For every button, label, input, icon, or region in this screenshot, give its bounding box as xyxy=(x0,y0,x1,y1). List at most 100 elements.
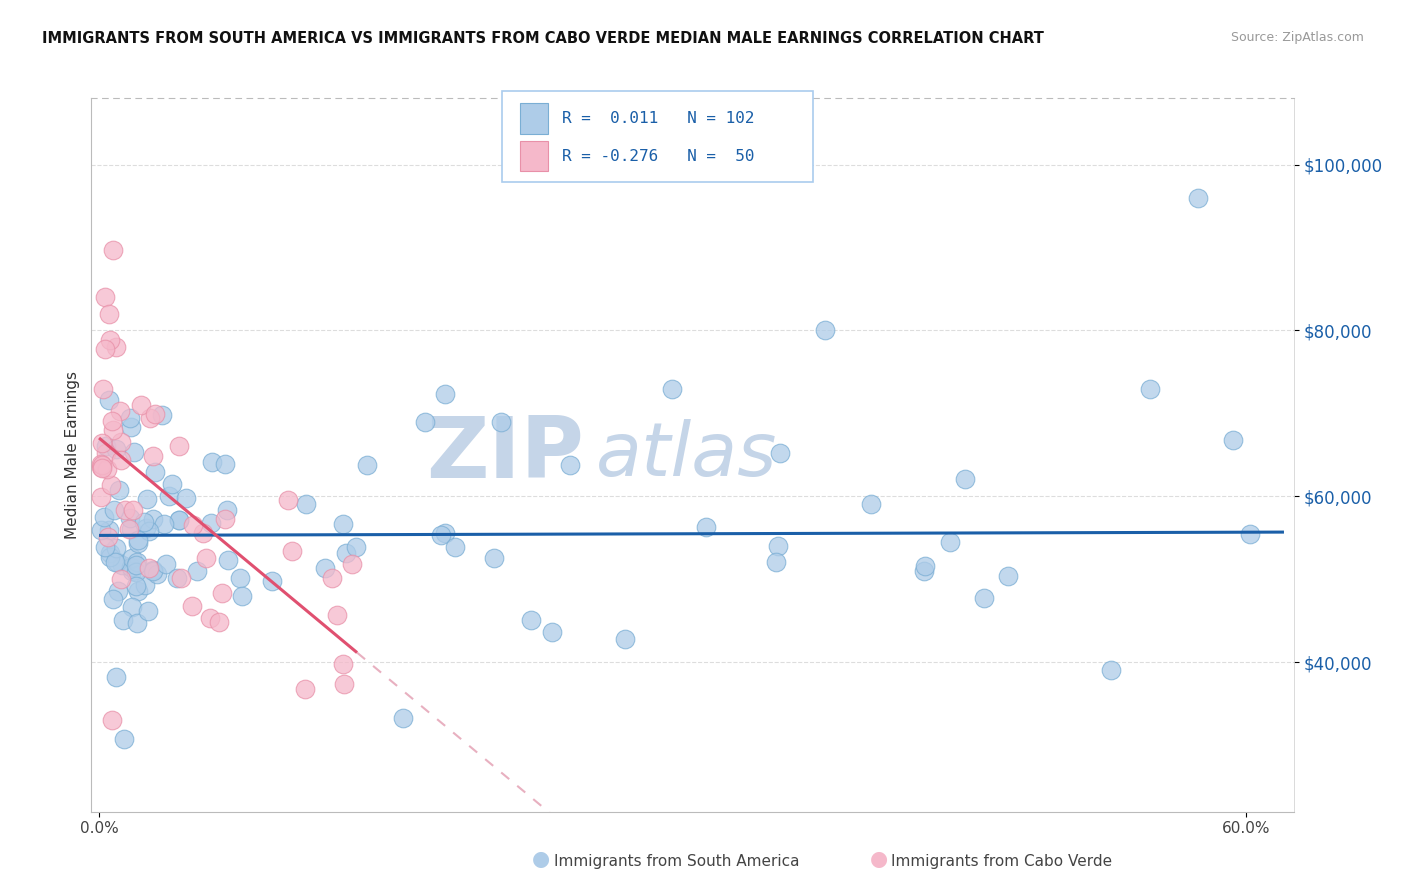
Point xyxy=(108,483,131,497)
Point xyxy=(94,290,117,304)
Point xyxy=(520,613,543,627)
Point xyxy=(912,564,935,578)
Point xyxy=(111,613,134,627)
Text: R = -0.276   N =  50: R = -0.276 N = 50 xyxy=(562,149,755,163)
Point xyxy=(335,547,357,561)
Point xyxy=(166,571,188,585)
Point xyxy=(124,558,146,573)
Point xyxy=(135,492,157,507)
Point xyxy=(107,583,129,598)
Point xyxy=(104,442,127,457)
Point xyxy=(98,333,121,347)
Point xyxy=(139,411,162,425)
Point xyxy=(332,517,354,532)
Text: ZIP: ZIP xyxy=(426,413,585,497)
Point xyxy=(121,503,143,517)
Point xyxy=(914,558,936,573)
Point xyxy=(111,558,134,572)
Point xyxy=(142,564,165,578)
Point xyxy=(332,657,354,672)
Point xyxy=(138,524,160,538)
Point xyxy=(103,503,125,517)
Point xyxy=(541,625,564,640)
Point xyxy=(167,438,190,452)
Point xyxy=(181,518,204,533)
Point xyxy=(953,472,976,486)
Point xyxy=(121,564,143,578)
Point xyxy=(295,497,318,511)
Text: Immigrants from Cabo Verde: Immigrants from Cabo Verde xyxy=(891,854,1112,869)
Point xyxy=(101,414,124,428)
Point xyxy=(769,446,792,460)
Point xyxy=(1239,526,1261,541)
Point xyxy=(121,550,143,565)
Point xyxy=(127,583,149,598)
Point xyxy=(94,439,117,453)
Point xyxy=(430,528,453,542)
Point xyxy=(444,540,467,554)
Point xyxy=(326,608,349,623)
Point xyxy=(277,493,299,508)
Point xyxy=(167,513,190,527)
Point xyxy=(229,571,252,585)
Point xyxy=(94,343,117,357)
Point xyxy=(142,449,165,463)
Point xyxy=(105,555,128,569)
Point xyxy=(333,677,356,691)
Text: Immigrants from South America: Immigrants from South America xyxy=(554,854,800,869)
Point xyxy=(217,553,239,567)
Point xyxy=(340,558,363,572)
Point xyxy=(356,458,378,473)
Point xyxy=(1139,382,1161,396)
Point xyxy=(174,491,197,506)
Point xyxy=(98,546,121,560)
Point xyxy=(127,533,149,547)
Point xyxy=(200,516,222,530)
Point xyxy=(214,457,236,471)
Point xyxy=(489,415,512,429)
Point xyxy=(101,423,124,437)
Point xyxy=(134,578,156,592)
Point xyxy=(415,415,437,429)
Point xyxy=(766,539,789,553)
Point xyxy=(150,408,173,422)
Point xyxy=(200,611,222,625)
Point xyxy=(97,307,120,321)
Text: IMMIGRANTS FROM SOUTH AMERICA VS IMMIGRANTS FROM CABO VERDE MEDIAN MALE EARNINGS: IMMIGRANTS FROM SOUTH AMERICA VS IMMIGRA… xyxy=(42,31,1045,46)
Point xyxy=(201,455,224,469)
Point xyxy=(110,434,132,449)
Point xyxy=(152,516,174,531)
Point xyxy=(93,540,115,554)
Point xyxy=(262,574,284,588)
Point xyxy=(118,522,141,536)
Point xyxy=(112,732,135,747)
Point xyxy=(105,340,128,354)
Point xyxy=(146,566,169,581)
Point xyxy=(110,453,132,467)
Point xyxy=(170,571,193,585)
Point xyxy=(110,573,132,587)
Point xyxy=(120,411,142,425)
Point xyxy=(127,555,149,569)
Point xyxy=(194,550,217,565)
Point xyxy=(392,711,415,725)
Text: ●: ● xyxy=(533,849,550,869)
Point xyxy=(101,591,124,606)
Point xyxy=(211,585,233,599)
Point xyxy=(997,569,1019,583)
Point xyxy=(155,558,177,572)
Text: Source: ZipAtlas.com: Source: ZipAtlas.com xyxy=(1230,31,1364,45)
Y-axis label: Median Male Earnings: Median Male Earnings xyxy=(65,371,80,539)
Point xyxy=(186,564,208,578)
Point xyxy=(120,522,142,536)
Point xyxy=(181,599,204,613)
Point xyxy=(120,560,142,574)
Point xyxy=(143,407,166,421)
Point xyxy=(125,579,148,593)
Point xyxy=(90,523,112,537)
Point xyxy=(90,458,112,472)
Point xyxy=(127,615,149,630)
Point xyxy=(96,462,118,476)
Point xyxy=(433,525,456,540)
Point xyxy=(136,604,159,618)
